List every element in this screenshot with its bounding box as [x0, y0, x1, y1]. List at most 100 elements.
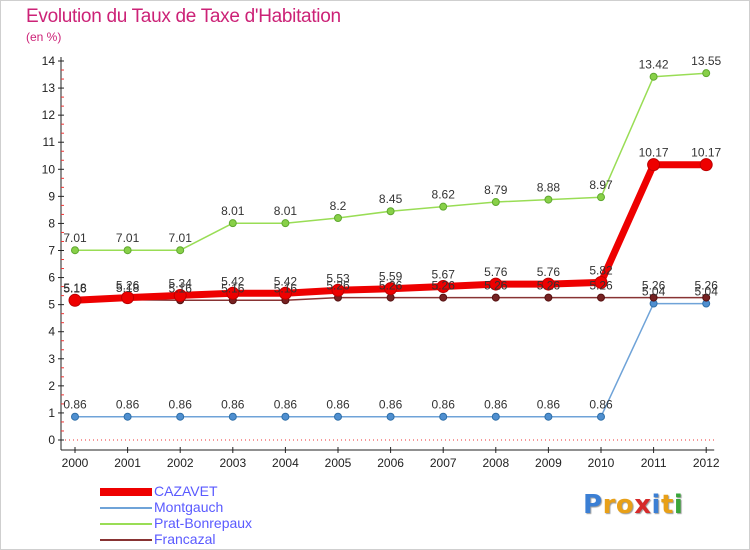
data-point-prat-bonrepaux [702, 69, 711, 78]
data-point-montgauch [439, 412, 448, 421]
data-label-montgauch: 0.86 [169, 398, 193, 412]
data-point-cazavet [173, 288, 187, 302]
data-point-cazavet [541, 277, 555, 291]
data-point-prat-bonrepaux [281, 219, 290, 228]
data-point-prat-bonrepaux [386, 207, 395, 216]
x-tick-label: 2000 [62, 456, 89, 470]
y-tick-label: 7 [48, 244, 55, 258]
y-tick-label: 5 [48, 298, 55, 312]
legend-label: CAZAVET [154, 483, 218, 499]
x-tick-label: 2006 [377, 456, 404, 470]
data-label-montgauch: 0.86 [326, 398, 350, 412]
data-point-prat-bonrepaux [228, 219, 237, 228]
data-point-cazavet [384, 282, 398, 296]
data-point-montgauch [176, 412, 185, 421]
data-label-cazavet: 5.82 [589, 263, 613, 277]
data-point-prat-bonrepaux [491, 198, 500, 207]
data-label-cazavet: 10.17 [691, 146, 721, 160]
data-point-cazavet [699, 158, 713, 172]
data-label-cazavet: 5.26 [116, 279, 140, 293]
x-tick-label: 2009 [535, 456, 562, 470]
data-label-prat-bonrepaux: 7.01 [116, 231, 140, 245]
legend-swatch [100, 488, 152, 496]
data-label-cazavet: 5.42 [221, 274, 245, 288]
data-label-prat-bonrepaux: 8.45 [379, 192, 403, 206]
plot-area: 5.16 5.26 5.34 5.42 5.42 5.53 5.59 5.67 5.76 5.76… [63, 54, 722, 421]
data-label-montgauch: 0.86 [116, 398, 140, 412]
y-tick-label: 14 [42, 54, 56, 68]
data-label-cazavet: 10.17 [639, 146, 669, 160]
data-point-montgauch [334, 412, 342, 421]
x-tick-label: 2010 [588, 456, 615, 470]
data-label-prat-bonrepaux: 8.01 [274, 204, 298, 218]
y-tick-label: 3 [48, 352, 55, 366]
data-label-francazal: 5.26 [537, 279, 561, 293]
data-point-cazavet [68, 293, 82, 307]
data-point-montgauch [491, 412, 500, 421]
data-point-cazavet [647, 158, 661, 172]
legend-label: Montgauch [154, 499, 224, 515]
legend-label: Prat-Bonrepaux [154, 515, 253, 531]
data-label-prat-bonrepaux: 8.2 [330, 199, 347, 213]
data-point-prat-bonrepaux [123, 246, 132, 255]
data-point-montgauch [71, 412, 79, 421]
chart-title: Evolution du Taux de Taxe d'Habitation [26, 6, 341, 27]
legend-swatch [100, 523, 152, 525]
x-tick-label: 2011 [641, 456, 667, 470]
data-point-francazal [649, 293, 658, 302]
legend-swatch [100, 507, 152, 509]
data-point-francazal [491, 293, 500, 302]
data-point-prat-bonrepaux [544, 195, 553, 204]
data-label-prat-bonrepaux: 8.97 [589, 178, 613, 192]
data-label-cazavet: 5.76 [484, 265, 508, 279]
data-label-cazavet: 5.59 [379, 270, 403, 284]
data-label-montgauch: 0.86 [63, 398, 87, 412]
data-point-prat-bonrepaux [71, 246, 79, 255]
proxiti-logo: Proxiti [583, 490, 684, 520]
data-label-francazal: 5.18 [63, 281, 87, 295]
data-label-prat-bonrepaux: 7.01 [63, 231, 87, 245]
data-label-montgauch: 0.86 [274, 398, 298, 412]
data-label-montgauch: 0.86 [221, 398, 245, 412]
x-tick-label: 2004 [272, 456, 299, 470]
y-tick-label: 6 [48, 271, 55, 285]
data-point-cazavet [121, 291, 135, 305]
x-tick-label: 2005 [325, 456, 352, 470]
data-label-cazavet: 5.53 [326, 271, 350, 285]
y-tick-label: 8 [48, 216, 55, 230]
data-point-montgauch [597, 412, 605, 421]
data-label-francazal: 5.26 [379, 279, 403, 293]
data-point-montgauch [123, 412, 132, 421]
unit-label: (en %) [26, 30, 62, 44]
y-tick-label: 9 [48, 189, 55, 203]
data-point-francazal [544, 293, 553, 302]
x-tick-label: 2012 [693, 456, 720, 470]
data-point-montgauch [281, 412, 290, 421]
data-label-francazal: 5.26 [484, 279, 508, 293]
data-label-francazal: 5.16 [274, 281, 298, 295]
x-tick-label: 2008 [482, 456, 509, 470]
y-tick-label: 11 [43, 135, 56, 149]
data-label-prat-bonrepaux: 8.62 [432, 188, 456, 202]
data-point-francazal [439, 293, 448, 302]
data-label-montgauch: 0.86 [379, 398, 403, 412]
data-point-prat-bonrepaux [649, 72, 658, 81]
data-label-montgauch: 5.04 [695, 285, 719, 299]
x-tick-label: 2001 [114, 456, 141, 470]
data-label-cazavet: 5.67 [432, 268, 456, 282]
data-label-francazal: 5.26 [432, 279, 456, 293]
legend-swatch [100, 539, 152, 541]
legend-label: Francazal [154, 531, 216, 547]
data-point-francazal [597, 293, 605, 302]
y-tick-label: 4 [48, 325, 55, 339]
data-point-cazavet [278, 286, 292, 300]
data-label-francazal: 5.26 [589, 279, 613, 293]
data-point-montgauch [386, 412, 395, 421]
data-point-prat-bonrepaux [439, 202, 448, 211]
y-tick-label: 10 [42, 162, 56, 176]
data-point-montgauch [228, 412, 237, 421]
x-tick-label: 2003 [219, 456, 246, 470]
data-point-cazavet [436, 280, 450, 294]
data-label-francazal: 5.26 [326, 279, 350, 293]
